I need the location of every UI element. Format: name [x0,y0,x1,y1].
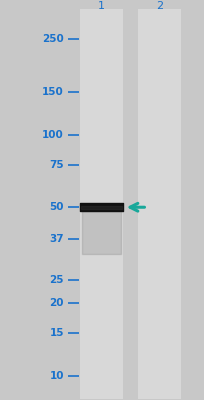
Text: 20: 20 [49,298,63,308]
Text: 50: 50 [49,202,63,212]
Text: 150: 150 [42,87,63,97]
Bar [137,10,181,399]
Bar [79,10,123,399]
Text: 10: 10 [49,371,63,381]
Text: 250: 250 [42,34,63,44]
Text: 100: 100 [42,130,63,140]
Text: 15: 15 [49,328,63,338]
Text: 75: 75 [49,160,63,170]
Text: 25: 25 [49,275,63,285]
Text: 2: 2 [155,1,162,11]
Text: 37: 37 [49,234,63,244]
Text: 1: 1 [98,1,104,11]
